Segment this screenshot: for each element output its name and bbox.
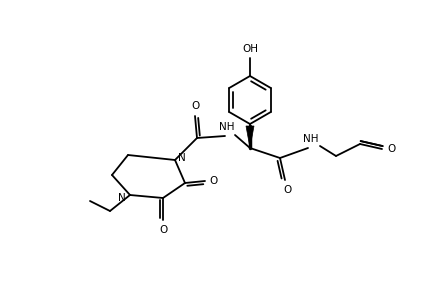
Text: OH: OH (242, 44, 258, 54)
Text: O: O (387, 144, 395, 154)
Text: NH: NH (219, 122, 235, 132)
Text: O: O (210, 176, 218, 186)
Text: NH: NH (303, 134, 319, 144)
Text: N: N (178, 153, 186, 163)
Polygon shape (246, 126, 254, 148)
Text: O: O (283, 185, 291, 195)
Text: O: O (191, 101, 199, 111)
Text: O: O (159, 225, 167, 235)
Text: N: N (118, 193, 126, 203)
